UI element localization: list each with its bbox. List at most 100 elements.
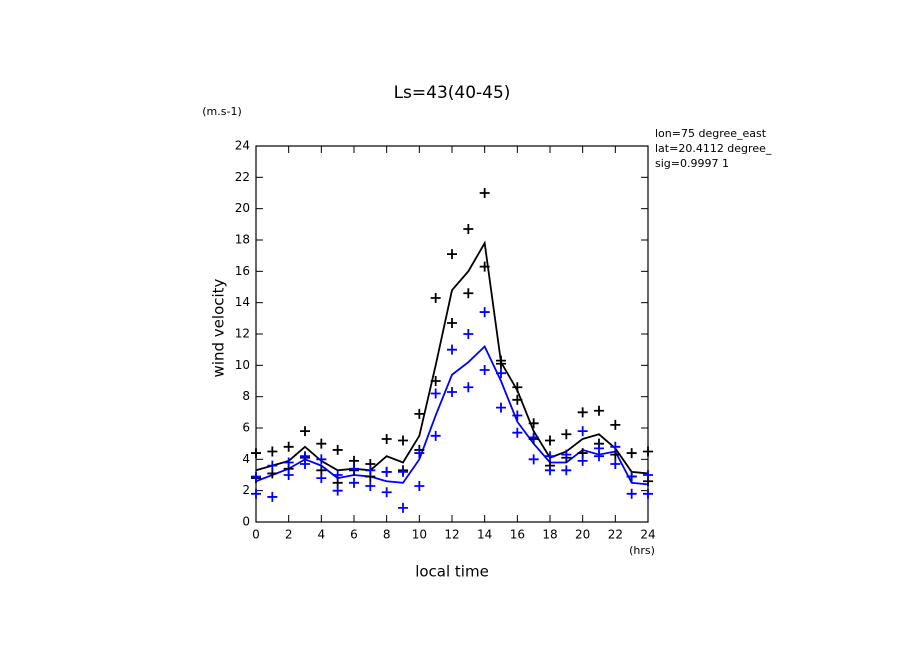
cross-marker xyxy=(447,344,457,355)
x-unit: (hrs) xyxy=(629,544,655,557)
cross-marker xyxy=(398,435,408,446)
y-tick-label: 14 xyxy=(235,295,250,309)
cross-marker xyxy=(512,410,523,421)
x-tick-label: 24 xyxy=(640,528,655,542)
cross-marker xyxy=(594,405,604,416)
y-tick-label: 10 xyxy=(235,358,250,372)
cross-marker xyxy=(528,454,539,465)
cross-marker xyxy=(463,382,474,393)
cross-marker xyxy=(316,438,327,449)
x-tick-label: 0 xyxy=(252,528,260,542)
y-tick-label: 16 xyxy=(235,264,250,278)
x-tick-label: 6 xyxy=(350,528,358,542)
y-tick-label: 18 xyxy=(235,233,250,247)
x-tick-label: 8 xyxy=(383,528,391,542)
cross-marker xyxy=(365,480,376,491)
cross-marker xyxy=(349,463,359,474)
cross-marker xyxy=(267,446,278,457)
cross-marker xyxy=(626,448,637,459)
cross-marker xyxy=(479,365,490,376)
x-axis-title: local time xyxy=(415,563,489,581)
cross-marker xyxy=(479,307,490,318)
cross-marker xyxy=(577,455,588,466)
y-axis-title: wind velocity xyxy=(210,278,228,377)
cross-marker xyxy=(610,419,621,430)
x-tick-label: 18 xyxy=(542,528,557,542)
cross-marker xyxy=(577,426,588,437)
cross-marker xyxy=(349,477,359,488)
cross-marker xyxy=(430,388,441,399)
cross-marker xyxy=(430,430,441,441)
cross-marker xyxy=(561,449,572,460)
cross-marker xyxy=(479,188,490,198)
x-tick-label: 12 xyxy=(444,528,459,542)
cross-marker xyxy=(267,460,278,471)
cross-marker xyxy=(414,448,425,459)
cross-marker xyxy=(300,459,310,470)
cross-marker xyxy=(316,473,327,484)
annotation: lat=20.4112 degree_ xyxy=(655,142,772,155)
cross-marker xyxy=(332,470,343,480)
y-tick-label: 0 xyxy=(242,515,250,529)
cross-marker xyxy=(414,408,425,419)
annotation: lon=75 degree_east xyxy=(655,127,767,140)
x-tick-label: 4 xyxy=(318,528,326,542)
cross-marker xyxy=(463,288,474,299)
y-tick-label: 22 xyxy=(235,170,250,184)
cross-marker xyxy=(447,386,457,397)
cross-marker xyxy=(643,446,653,457)
cross-marker xyxy=(610,459,621,470)
cross-marker xyxy=(283,441,294,452)
cross-marker xyxy=(561,429,572,440)
y-tick-label: 2 xyxy=(242,483,250,497)
cross-marker xyxy=(447,318,457,329)
y-tick-label: 12 xyxy=(235,327,250,341)
cross-marker xyxy=(365,465,376,476)
cross-marker xyxy=(283,457,294,468)
y-tick-label: 4 xyxy=(242,452,250,466)
chart-title: Ls=43(40-45) xyxy=(394,83,511,103)
cross-marker xyxy=(332,444,343,455)
cross-marker xyxy=(512,382,523,393)
cross-marker xyxy=(594,451,604,462)
y-tick-label: 6 xyxy=(242,421,250,435)
cross-marker xyxy=(626,471,637,482)
cross-marker xyxy=(251,448,261,459)
y-unit: (m.s-1) xyxy=(202,105,242,118)
cross-marker xyxy=(545,465,555,476)
y-tick-label: 8 xyxy=(242,389,250,403)
cross-marker xyxy=(561,465,572,476)
cross-marker xyxy=(381,433,392,444)
cross-marker xyxy=(545,435,555,446)
cross-marker xyxy=(512,427,523,438)
cross-marker xyxy=(610,441,621,452)
y-tick-label: 24 xyxy=(235,139,250,153)
cross-marker xyxy=(332,485,343,496)
cross-marker xyxy=(398,466,408,477)
x-tick-label: 14 xyxy=(477,528,492,542)
series-line xyxy=(255,345,649,486)
cross-marker xyxy=(381,466,392,477)
cross-marker xyxy=(545,451,555,462)
x-tick-label: 20 xyxy=(575,528,590,542)
cross-marker xyxy=(643,488,653,499)
cross-marker xyxy=(283,470,294,480)
cross-marker xyxy=(528,432,539,443)
cross-marker xyxy=(300,426,310,437)
cross-marker xyxy=(463,329,474,339)
annotation: sig=0.9997 1 xyxy=(655,157,729,170)
cross-marker xyxy=(430,376,441,386)
x-tick-label: 22 xyxy=(608,528,623,542)
cross-marker xyxy=(381,487,392,498)
y-tick-label: 20 xyxy=(235,201,250,215)
cross-marker xyxy=(251,471,261,482)
cross-marker xyxy=(496,402,506,413)
cross-marker xyxy=(398,502,408,513)
cross-marker xyxy=(512,394,523,405)
cross-marker xyxy=(316,454,327,465)
cross-marker xyxy=(528,418,539,429)
cross-marker xyxy=(626,488,637,499)
cross-marker xyxy=(643,470,653,480)
x-tick-label: 10 xyxy=(412,528,427,542)
